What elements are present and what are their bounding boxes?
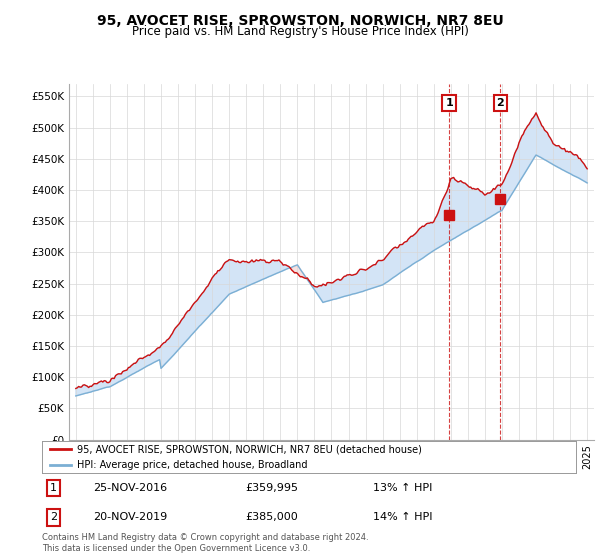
Text: £359,995: £359,995 [245,483,298,493]
Text: HPI: Average price, detached house, Broadland: HPI: Average price, detached house, Broa… [77,460,307,470]
Text: 1: 1 [445,98,453,108]
Text: 13% ↑ HPI: 13% ↑ HPI [373,483,433,493]
Text: 95, AVOCET RISE, SPROWSTON, NORWICH, NR7 8EU (detached house): 95, AVOCET RISE, SPROWSTON, NORWICH, NR7… [77,445,422,455]
Text: 2: 2 [50,512,58,522]
Text: 20-NOV-2019: 20-NOV-2019 [93,512,167,522]
Text: £385,000: £385,000 [245,512,298,522]
Text: 95, AVOCET RISE, SPROWSTON, NORWICH, NR7 8EU: 95, AVOCET RISE, SPROWSTON, NORWICH, NR7… [97,14,503,28]
Text: 2: 2 [496,98,504,108]
Text: 25-NOV-2016: 25-NOV-2016 [93,483,167,493]
Text: Price paid vs. HM Land Registry's House Price Index (HPI): Price paid vs. HM Land Registry's House … [131,25,469,38]
Text: 14% ↑ HPI: 14% ↑ HPI [373,512,433,522]
Text: 1: 1 [50,483,57,493]
Text: Contains HM Land Registry data © Crown copyright and database right 2024.
This d: Contains HM Land Registry data © Crown c… [42,533,368,553]
